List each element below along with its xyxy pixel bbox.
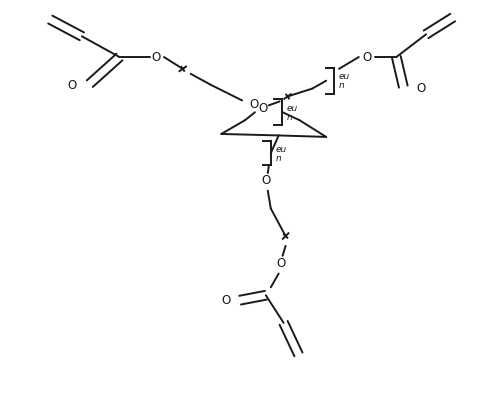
- Text: O: O: [276, 257, 285, 270]
- Text: O: O: [416, 82, 426, 95]
- Text: O: O: [258, 102, 268, 115]
- Text: n: n: [286, 113, 292, 122]
- Text: O: O: [261, 174, 270, 187]
- Text: O: O: [68, 79, 76, 92]
- Text: n: n: [276, 153, 281, 163]
- Text: O: O: [362, 50, 372, 63]
- Text: eu: eu: [286, 104, 298, 113]
- Text: O: O: [250, 98, 258, 111]
- Text: O: O: [222, 294, 231, 306]
- Text: O: O: [152, 50, 160, 63]
- Text: eu: eu: [276, 145, 287, 154]
- Text: eu: eu: [339, 72, 350, 81]
- Text: n: n: [339, 81, 345, 90]
